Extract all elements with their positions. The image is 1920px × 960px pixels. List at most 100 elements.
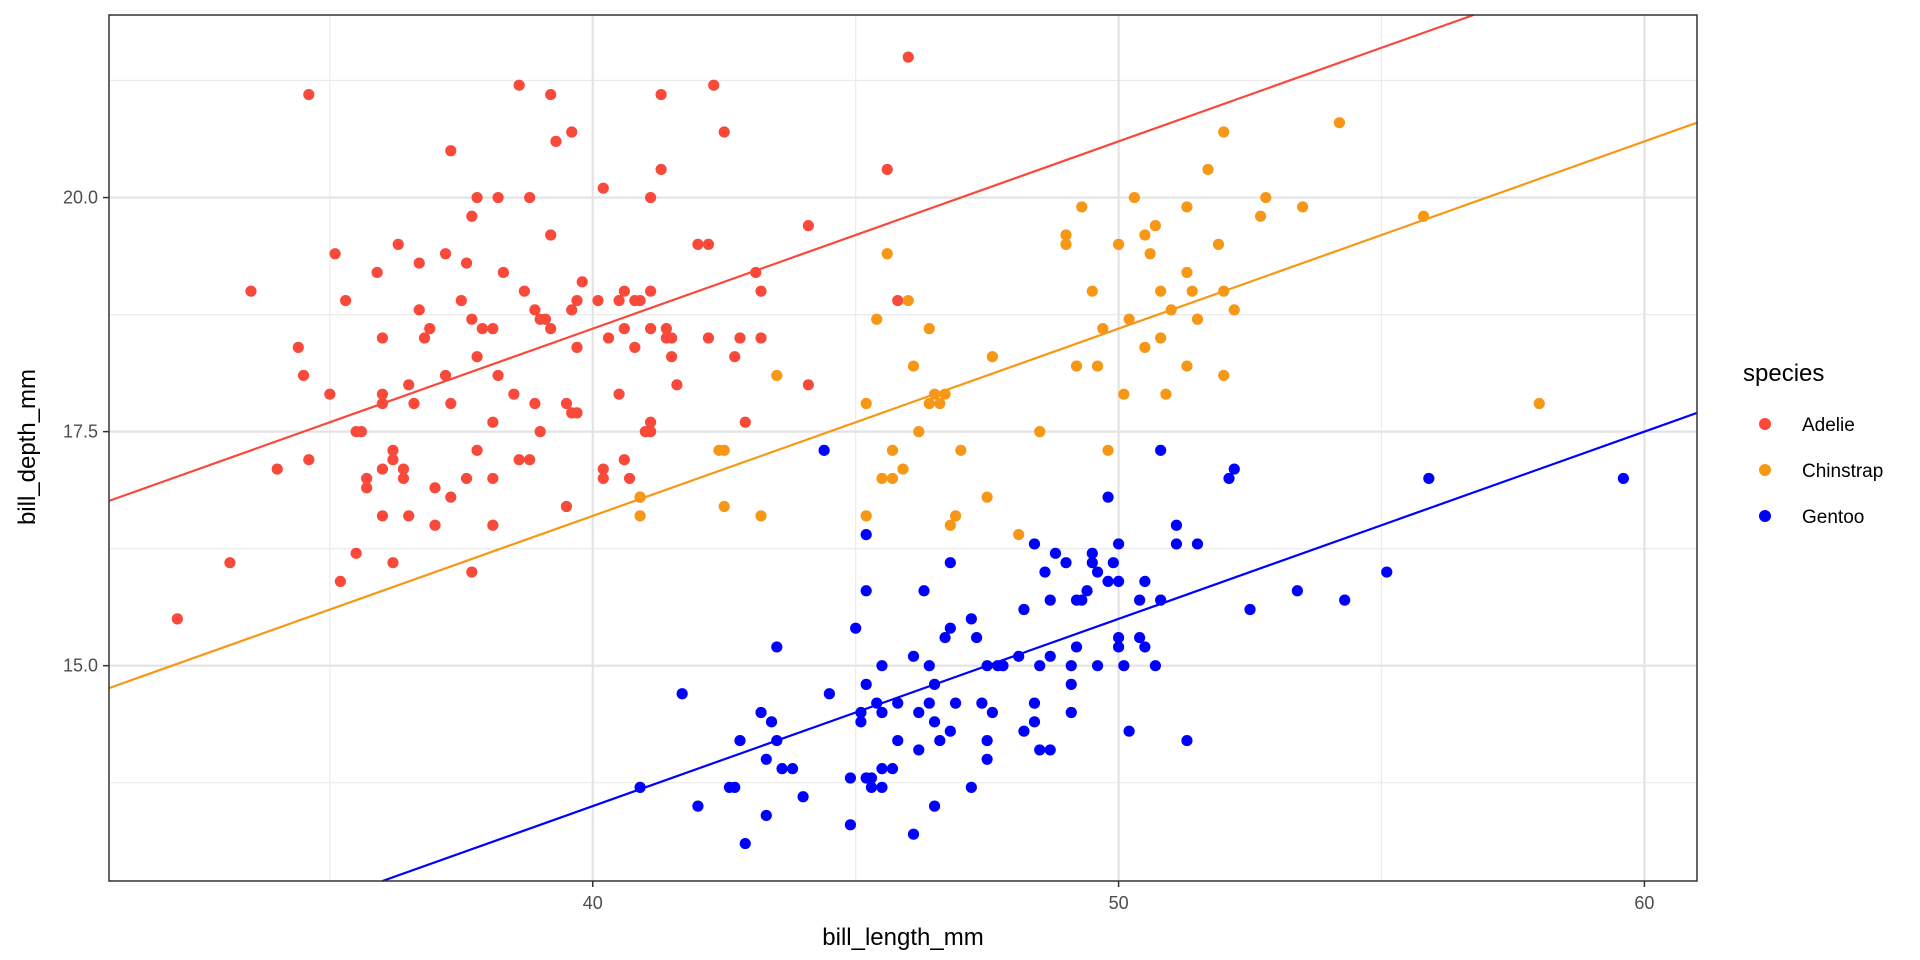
point-adelie <box>750 266 762 279</box>
point-chinstrap <box>1218 285 1230 297</box>
point-adelie <box>660 323 672 335</box>
point-gentoo <box>1112 631 1125 644</box>
point-gentoo <box>1139 575 1151 588</box>
point-adelie <box>376 388 389 400</box>
point-gentoo <box>1060 557 1072 569</box>
point-adelie <box>708 79 720 91</box>
point-adelie <box>645 323 657 335</box>
point-adelie <box>413 257 425 269</box>
point-chinstrap <box>934 397 946 410</box>
point-gentoo <box>981 753 993 765</box>
point-chinstrap <box>923 323 935 335</box>
point-adelie <box>418 332 431 344</box>
legend-title: species <box>1743 360 1824 387</box>
point-adelie <box>518 285 531 297</box>
point-adelie <box>471 191 483 204</box>
point-adelie <box>545 88 557 101</box>
point-gentoo <box>676 688 688 700</box>
point-adelie <box>566 304 578 316</box>
point-gentoo <box>934 734 946 747</box>
point-adelie <box>350 547 362 559</box>
point-adelie <box>445 397 457 410</box>
point-gentoo <box>729 781 741 793</box>
point-adelie <box>902 51 914 63</box>
point-gentoo <box>1381 566 1393 578</box>
legend-label-adelie: Adelie <box>1802 415 1855 436</box>
point-gentoo <box>907 650 920 662</box>
point-adelie <box>618 454 630 466</box>
point-gentoo <box>1112 641 1125 653</box>
point-gentoo <box>1170 538 1183 550</box>
x-tick-label: 60 <box>1634 893 1654 913</box>
point-gentoo <box>1018 725 1030 737</box>
point-adelie <box>487 519 499 531</box>
point-gentoo <box>1170 519 1183 531</box>
point-adelie <box>376 397 389 410</box>
point-chinstrap <box>955 444 967 456</box>
point-chinstrap <box>1091 360 1104 372</box>
point-gentoo <box>1086 557 1098 569</box>
point-gentoo <box>855 706 867 719</box>
point-adelie <box>471 351 483 363</box>
point-gentoo <box>765 716 778 728</box>
point-gentoo <box>1039 566 1051 578</box>
point-gentoo <box>771 641 783 653</box>
point-chinstrap <box>1076 201 1088 213</box>
point-gentoo <box>844 819 857 831</box>
point-gentoo <box>1134 631 1146 644</box>
point-chinstrap <box>986 351 998 363</box>
point-chinstrap <box>1218 369 1230 382</box>
point-chinstrap <box>1533 397 1545 410</box>
point-gentoo <box>865 781 878 793</box>
point-gentoo <box>949 697 962 709</box>
point-gentoo <box>1191 538 1204 550</box>
point-chinstrap <box>1128 191 1140 204</box>
point-adelie <box>645 191 657 204</box>
point-gentoo <box>1044 744 1056 756</box>
point-gentoo <box>1118 660 1130 672</box>
point-gentoo <box>876 660 888 672</box>
point-gentoo <box>1291 585 1303 597</box>
point-adelie <box>355 426 367 438</box>
point-adelie <box>487 323 499 335</box>
point-adelie <box>303 454 315 466</box>
point-chinstrap <box>1260 191 1272 204</box>
point-adelie <box>545 229 557 241</box>
point-adelie <box>613 294 625 307</box>
y-tick-label: 20.0 <box>63 188 98 208</box>
point-adelie <box>539 313 552 325</box>
point-adelie <box>592 294 604 307</box>
point-chinstrap <box>1034 426 1046 438</box>
legend-items: Adelie Chinstrap Gentoo <box>1759 415 1883 528</box>
point-chinstrap <box>1149 220 1161 232</box>
legend-label-chinstrap: Chinstrap <box>1802 461 1883 482</box>
point-adelie <box>439 248 452 260</box>
point-chinstrap <box>634 491 646 503</box>
point-adelie <box>576 276 588 288</box>
point-gentoo <box>1139 641 1151 653</box>
point-adelie <box>702 238 715 250</box>
point-adelie <box>534 426 546 438</box>
point-gentoo <box>771 734 783 747</box>
point-chinstrap <box>881 248 893 260</box>
fit-line-adelie <box>108 13 1474 502</box>
point-gentoo <box>1102 491 1114 503</box>
point-gentoo <box>1028 697 1041 709</box>
x-axis-ticks: 40 50 60 <box>583 881 1654 913</box>
point-gentoo <box>1044 594 1056 606</box>
point-chinstrap <box>1191 313 1204 325</box>
point-adelie <box>634 294 646 307</box>
point-chinstrap <box>1160 388 1172 400</box>
y-tick-label: 17.5 <box>63 422 98 442</box>
point-adelie <box>529 304 541 316</box>
point-chinstrap <box>871 313 883 325</box>
point-chinstrap <box>1060 238 1072 250</box>
point-gentoo <box>860 585 872 597</box>
point-adelie <box>292 341 304 353</box>
point-gentoo <box>860 678 872 690</box>
point-gentoo <box>1155 594 1167 606</box>
point-gentoo <box>865 772 878 784</box>
point-adelie <box>334 575 346 588</box>
point-chinstrap <box>1212 238 1225 250</box>
point-chinstrap <box>1118 388 1130 400</box>
